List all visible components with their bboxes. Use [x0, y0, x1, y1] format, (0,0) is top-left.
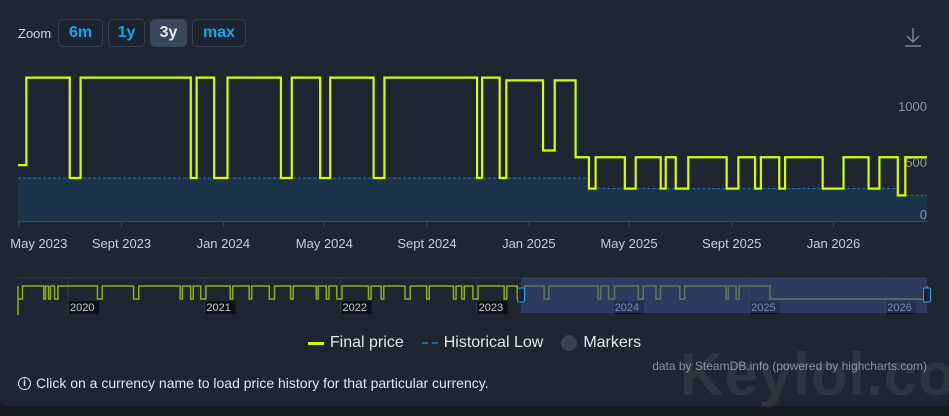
navigator-year-label: 2023	[479, 302, 503, 314]
navigator-right-handle[interactable]	[923, 287, 931, 303]
x-tick-label: Jan 2025	[502, 236, 556, 251]
x-tick-label: May 2024	[296, 236, 353, 251]
navigator-year-label-bg	[205, 301, 236, 314]
download-icon[interactable]	[903, 26, 923, 48]
markers-swatch	[561, 335, 578, 351]
historical-low-swatch	[421, 342, 438, 344]
y-tick-label: 0	[920, 207, 927, 222]
legend-historical-low[interactable]: Historical Low	[421, 334, 544, 352]
final-price-line	[18, 76, 927, 197]
navigator-year-label: 2022	[343, 302, 367, 314]
navigator-year-label: 2021	[206, 302, 230, 314]
legend-final-price[interactable]: Final price	[307, 334, 404, 352]
zoom-3y-button[interactable]: 3y	[150, 19, 187, 47]
navigator-year-label: 2020	[70, 302, 94, 314]
navigator-year-label-bg	[341, 301, 372, 314]
navigator-year-label-bg	[68, 301, 99, 314]
info-icon: i	[18, 376, 31, 390]
navigator-selected-range	[520, 278, 927, 313]
x-tick-label: May 2025	[600, 236, 657, 251]
navigator-year-label-bg	[477, 301, 508, 314]
y-tick-label: 500	[905, 155, 927, 170]
y-tick-label: 1000	[898, 99, 927, 114]
zoom-1y-button[interactable]: 1y	[108, 19, 145, 47]
x-tick-label: Sept 2025	[702, 236, 761, 251]
historical-low-area	[18, 177, 927, 221]
legend-historical-low-label: Historical Low	[443, 334, 544, 351]
info-note: i Click on a currency name to load price…	[18, 375, 489, 391]
x-tick-label: Jan 2026	[807, 236, 861, 251]
zoom-max-button[interactable]: max	[192, 19, 246, 47]
x-tick-label: Sept 2023	[92, 236, 151, 251]
x-tick-label: Sept 2024	[397, 236, 456, 251]
zoom-6m-button[interactable]: 6m	[58, 19, 103, 47]
legend-final-price-label: Final price	[329, 334, 404, 351]
final-price-swatch	[307, 341, 324, 345]
legend-markers[interactable]: Markers	[561, 334, 641, 352]
x-tick-label: Jan 2024	[197, 236, 251, 251]
legend: Final price Historical Low Markers	[0, 334, 949, 352]
price-chart[interactable]: May 2023 Sept 2023 Jan 2024 May 2024 Sept 20…	[0, 0, 949, 330]
info-text: Click on a currency name to load price h…	[36, 375, 489, 391]
navigator-left-handle[interactable]	[516, 287, 525, 303]
zoom-label: Zoom	[18, 26, 52, 41]
legend-markers-label: Markers	[583, 334, 642, 351]
credits-link[interactable]: data by SteamDB.info (powered by highcha…	[652, 359, 927, 373]
x-tick-label: May 2023	[10, 236, 67, 251]
